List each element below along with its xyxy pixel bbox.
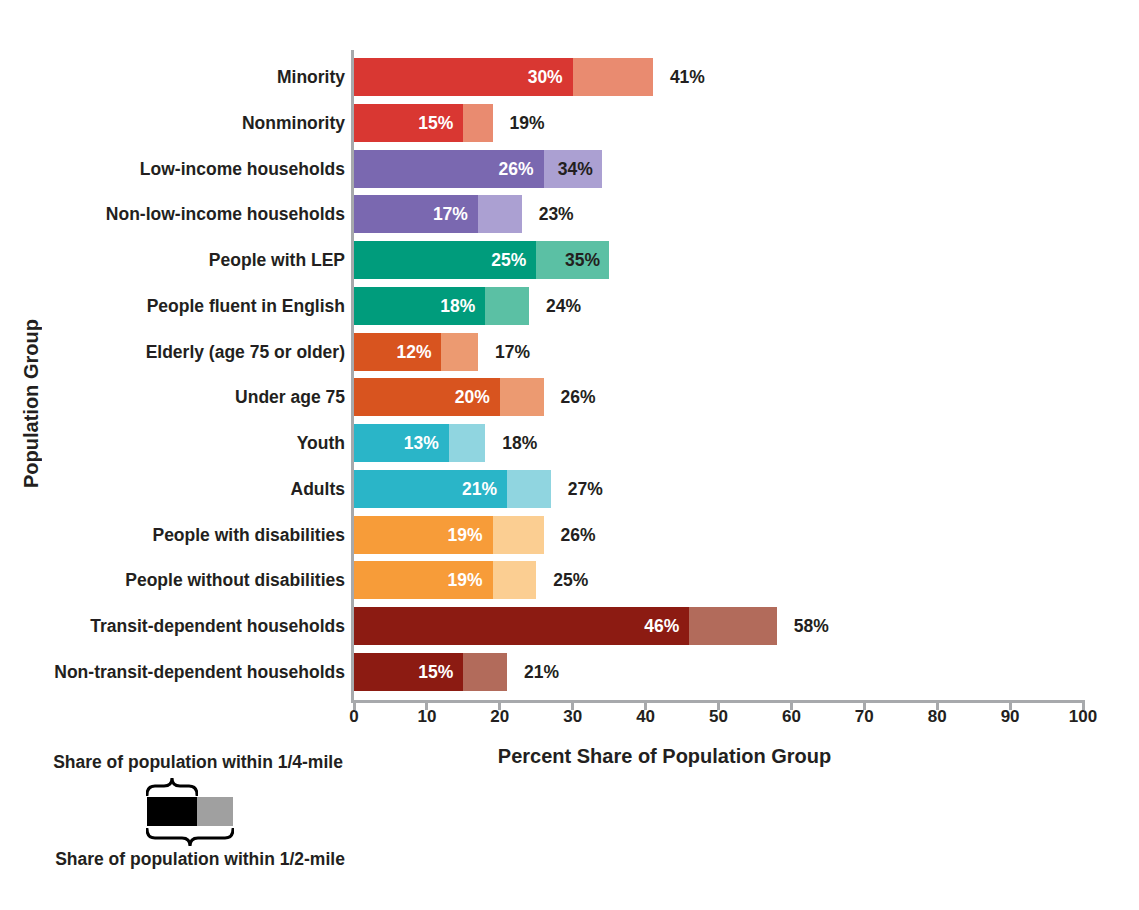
half-mile-value-label: 58% (794, 607, 829, 645)
quarter-mile-value-label: 12% (354, 333, 431, 371)
x-axis-tick-label: 50 (689, 707, 749, 727)
x-axis-tick-label: 60 (761, 707, 821, 727)
category-label: Under age 75 (0, 378, 345, 416)
x-axis-tick-label: 10 (397, 707, 457, 727)
x-axis-tick-label: 30 (543, 707, 603, 727)
category-label: Youth (0, 424, 345, 462)
half-mile-value-label: 26% (561, 516, 596, 554)
half-mile-value-label: 18% (502, 424, 537, 462)
x-axis-tick-label: 100 (1053, 707, 1113, 727)
half-mile-value-label: 27% (568, 470, 603, 508)
half-mile-value-label: 17% (495, 333, 530, 371)
stacked-bar-chart-figure: Population Group Minority30%41%Nonminori… (0, 0, 1139, 910)
quarter-mile-value-label: 19% (354, 516, 483, 554)
category-label: People without disabilities (0, 561, 345, 599)
half-mile-value-label: 34% (354, 150, 593, 188)
legend-label-half-mile: Share of population within 1/2-mile (35, 849, 365, 870)
category-label: Adults (0, 470, 345, 508)
legend-swatch-quarter-mile (147, 797, 197, 826)
quarter-mile-value-label: 21% (354, 470, 497, 508)
legend-swatch-half-mile (197, 797, 233, 826)
legend-brace-up-icon (146, 777, 198, 796)
half-mile-value-label: 26% (561, 378, 596, 416)
quarter-mile-value-label: 13% (354, 424, 439, 462)
x-axis-tick-label: 70 (834, 707, 894, 727)
category-label: Non-transit-dependent households (0, 653, 345, 691)
x-axis-tick-label: 90 (980, 707, 1040, 727)
x-axis-line (351, 700, 1084, 704)
legend-brace-down-icon (146, 828, 234, 847)
x-axis-tick-label: 40 (616, 707, 676, 727)
quarter-mile-value-label: 46% (354, 607, 679, 645)
category-label: Low-income households (0, 150, 345, 188)
half-mile-value-label: 35% (354, 241, 600, 279)
legend-label-quarter-mile: Share of population within 1/4-mile (33, 752, 363, 773)
category-label: Nonminority (0, 104, 345, 142)
x-axis-tick-label: 20 (470, 707, 530, 727)
category-label: People fluent in English (0, 287, 345, 325)
y-axis-line (351, 50, 355, 703)
category-label: People with LEP (0, 241, 345, 279)
quarter-mile-value-label: 30% (354, 58, 563, 96)
category-label: People with disabilities (0, 516, 345, 554)
half-mile-value-label: 24% (546, 287, 581, 325)
category-label: Elderly (age 75 or older) (0, 333, 345, 371)
category-label: Non-low-income households (0, 195, 345, 233)
x-axis-tick-label: 80 (907, 707, 967, 727)
quarter-mile-value-label: 18% (354, 287, 475, 325)
x-axis-title: Percent Share of Population Group (300, 745, 1029, 768)
quarter-mile-value-label: 19% (354, 561, 483, 599)
half-mile-value-label: 23% (539, 195, 574, 233)
quarter-mile-value-label: 20% (354, 378, 490, 416)
quarter-mile-value-label: 15% (354, 104, 453, 142)
half-mile-value-label: 25% (553, 561, 588, 599)
category-label: Minority (0, 58, 345, 96)
half-mile-value-label: 41% (670, 58, 705, 96)
quarter-mile-value-label: 17% (354, 195, 468, 233)
half-mile-value-label: 19% (510, 104, 545, 142)
category-label: Transit-dependent households (0, 607, 345, 645)
quarter-mile-value-label: 15% (354, 653, 453, 691)
half-mile-value-label: 21% (524, 653, 559, 691)
x-axis-tick-label: 0 (324, 707, 384, 727)
